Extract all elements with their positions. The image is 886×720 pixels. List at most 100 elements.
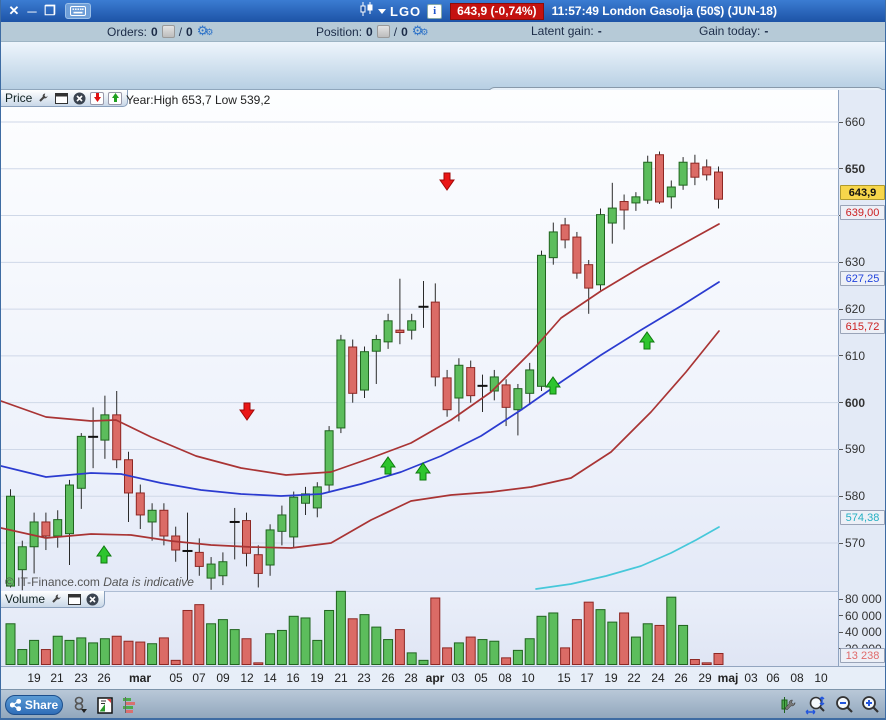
- long-ma-line: [535, 526, 720, 590]
- price-pane-window-icon[interactable]: [54, 92, 68, 105]
- volume-pane-window-icon[interactable]: [67, 593, 81, 606]
- volume-bar: [123, 640, 134, 665]
- gain-today-group: Gain today: -: [699, 24, 768, 38]
- zoom-selection-icon[interactable]: [803, 695, 829, 715]
- info-icon[interactable]: i: [427, 3, 443, 19]
- volume-bar: [713, 652, 724, 665]
- share-button[interactable]: Share: [5, 695, 63, 715]
- chart-canvas[interactable]: [1, 90, 839, 666]
- position-label: Position:: [316, 24, 363, 39]
- position-count-2: 0: [401, 24, 408, 39]
- volume-bar: [88, 642, 99, 666]
- zoom-out-icon[interactable]: [833, 695, 855, 715]
- volume-bar: [406, 652, 417, 665]
- candle-body: [678, 161, 688, 186]
- volume-bar: [276, 629, 287, 666]
- candle-body: [348, 346, 358, 394]
- date-label: 05: [474, 671, 488, 685]
- chart-report-icon[interactable]: [94, 695, 116, 715]
- close-window-icon[interactable]: ✕: [8, 3, 20, 18]
- price-tick-label: 630: [839, 255, 865, 269]
- price-tick-label: 580: [839, 489, 865, 503]
- date-label: 29: [698, 671, 712, 685]
- candle-body: [360, 351, 369, 391]
- sell-signal-arrow-icon[interactable]: [90, 91, 105, 105]
- orders-list-icon[interactable]: [161, 25, 175, 38]
- instrument-dropdown-icon[interactable]: [378, 8, 386, 14]
- date-label: 21: [50, 671, 64, 685]
- volume-bar: [253, 662, 264, 666]
- instrument-candle-icon[interactable]: [359, 1, 375, 21]
- date-label: 23: [357, 671, 371, 685]
- price-tick-label: 600: [839, 396, 865, 410]
- candle-body: [666, 186, 676, 198]
- volume-bar: [654, 624, 665, 666]
- volume-pane-header: Volume: [1, 591, 106, 608]
- buy-signal-arrow-icon[interactable]: [108, 91, 123, 105]
- indicator-value-badge: 13 238: [840, 648, 885, 663]
- candle-body: [336, 339, 346, 429]
- orders-position-bar: Orders: 0 / 0 ⚙⚙ Position: 0 / 0 ⚙⚙ Late…: [1, 22, 885, 42]
- last-price-axis-badge: 643,9: [840, 185, 885, 200]
- volume-bar: [111, 635, 122, 665]
- volume-bar: [99, 638, 110, 666]
- price-settings-wrench-icon[interactable]: [36, 92, 50, 105]
- candle-body: [324, 430, 334, 486]
- date-label: 23: [74, 671, 88, 685]
- minimize-window-icon[interactable]: ─: [27, 3, 37, 19]
- volume-bar: [689, 659, 700, 666]
- price-pane-close-icon[interactable]: [72, 92, 86, 105]
- volume-bar: [5, 623, 16, 665]
- volume-bar: [524, 638, 535, 666]
- orders-settings-gear-icon[interactable]: ⚙⚙: [196, 23, 214, 38]
- volume-bar: [595, 609, 606, 666]
- keyboard-icon[interactable]: [65, 3, 91, 19]
- indicator-value-badge: 574,38: [840, 510, 885, 525]
- zoom-in-icon[interactable]: [859, 695, 881, 715]
- volume-bar: [383, 639, 394, 665]
- candle-body: [584, 264, 594, 289]
- candle-body: [714, 171, 723, 200]
- date-label: 19: [27, 671, 41, 685]
- candle-body: [76, 435, 86, 489]
- date-label: 21: [334, 671, 348, 685]
- volume-bar: [335, 590, 346, 666]
- middle-ma-line: [1, 281, 720, 497]
- date-label: 03: [451, 671, 465, 685]
- volume-bar: [489, 640, 500, 665]
- candle-body: [655, 154, 664, 203]
- chart-settings-icon[interactable]: [777, 695, 799, 715]
- candle-body: [513, 388, 523, 411]
- volume-bar: [607, 621, 618, 666]
- order-book-icon[interactable]: [119, 695, 141, 715]
- volume-pane-close-icon[interactable]: [85, 593, 99, 606]
- volume-bar: [619, 612, 630, 666]
- volume-bar: [64, 639, 75, 665]
- volume-bar: [217, 619, 228, 665]
- candle-body: [643, 161, 653, 201]
- candle-body: [53, 519, 63, 537]
- volume-bar: [229, 629, 240, 666]
- link-chart-icon[interactable]: [69, 695, 91, 715]
- buy-signal-arrow: [380, 456, 396, 475]
- volume-settings-wrench-icon[interactable]: [49, 593, 63, 606]
- volume-bar: [583, 601, 594, 665]
- gain-today-value: -: [764, 24, 769, 38]
- volume-tick-label: 40 000: [839, 625, 882, 639]
- candle-body: [596, 214, 605, 286]
- sell-signal-arrow: [239, 402, 255, 421]
- volume-bar: [347, 618, 358, 665]
- volume-bar: [182, 609, 193, 665]
- maximize-window-icon[interactable]: ❒: [44, 3, 56, 18]
- position-settings-gear-icon[interactable]: ⚙⚙: [411, 23, 429, 38]
- date-label: apr: [425, 671, 445, 685]
- price-tick-label: 620: [839, 302, 865, 316]
- volume-bar: [288, 615, 299, 665]
- position-list-icon[interactable]: [376, 25, 390, 38]
- volume-bar: [40, 649, 51, 665]
- date-axis[interactable]: 19 21 23 26 mar 05 07 09 12 14 16 19 21 23 26 28 apr 03 05…: [1, 666, 885, 689]
- date-label: maj: [717, 671, 739, 685]
- price-tick-label: 610: [839, 349, 865, 363]
- position-count: 0: [366, 24, 373, 39]
